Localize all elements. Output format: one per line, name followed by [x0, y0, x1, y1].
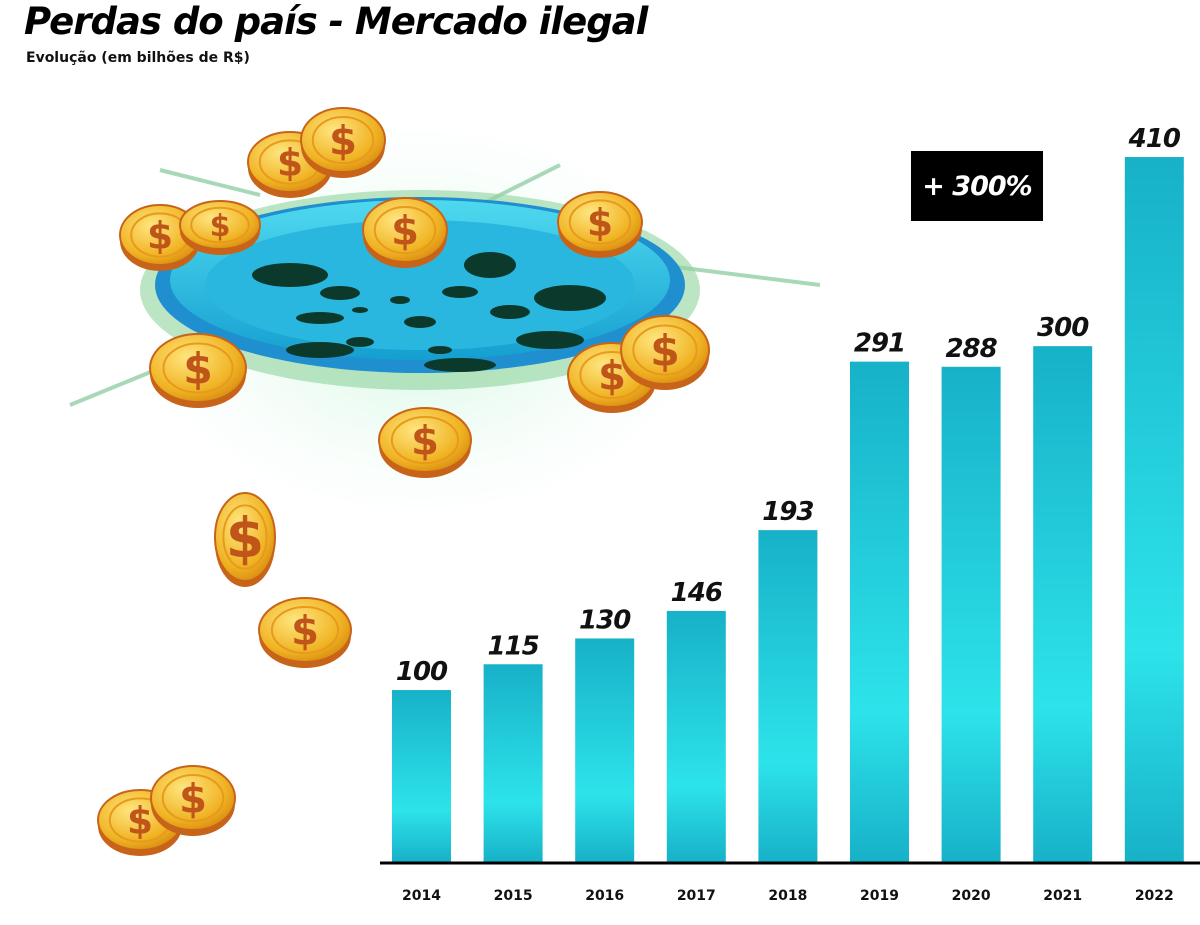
x-tick-label: 2018: [768, 888, 807, 904]
bar-2018: [758, 530, 818, 862]
data-label: 193: [762, 497, 813, 527]
svg-text:$: $: [277, 141, 303, 185]
x-tick-label: 2017: [677, 888, 716, 904]
data-label: 300: [1037, 313, 1089, 343]
bar-2014: [392, 690, 451, 862]
coin-icon: $: [258, 597, 352, 668]
data-label: 130: [579, 605, 631, 635]
data-label: 410: [1128, 124, 1181, 154]
svg-text:$: $: [650, 327, 680, 376]
data-label: 291: [854, 329, 905, 359]
bar-2016: [575, 638, 635, 862]
x-tick-label: 2021: [1043, 888, 1082, 904]
bar-2019: [850, 361, 909, 862]
svg-text:$: $: [183, 345, 213, 394]
coin-icon: $: [378, 407, 472, 478]
bar-2022: [1124, 157, 1184, 862]
drain-coins-illustration: $ $ $ $ $ $ $ $ $ $ $ $ $ $: [69, 90, 821, 856]
x-tick-label: 2014: [402, 888, 441, 904]
data-label: 146: [671, 578, 723, 608]
data-label: 115: [487, 631, 538, 661]
coin-icon: $: [149, 333, 247, 408]
x-tick-label: 2019: [860, 888, 899, 904]
svg-text:$: $: [226, 506, 264, 570]
svg-text:$: $: [411, 418, 439, 464]
coin-icon: $: [150, 765, 236, 836]
x-tick-label: 2015: [494, 888, 533, 904]
coin-icon: $: [214, 492, 276, 587]
bar-2020: [941, 366, 1001, 862]
bar-2015: [483, 664, 543, 862]
coin-icon: $: [97, 789, 183, 856]
svg-text:$: $: [587, 201, 613, 245]
coin-icon: $: [179, 200, 261, 255]
data-label: 100: [396, 657, 448, 687]
coin-icon: $: [362, 197, 448, 268]
coin-icon: $: [620, 315, 710, 390]
svg-text:$: $: [147, 214, 173, 258]
chart-title: Perdas do país - Mercado ilegal: [24, 0, 648, 43]
svg-text:$: $: [391, 208, 419, 254]
growth-badge: + 300%: [911, 151, 1043, 221]
coin-icon: $: [557, 191, 643, 258]
svg-text:$: $: [598, 353, 626, 399]
svg-text:$: $: [291, 608, 319, 654]
svg-text:$: $: [179, 776, 207, 822]
chart-subtitle: Evolução (em bilhões de R$): [26, 50, 250, 66]
svg-text:$: $: [329, 118, 357, 164]
x-tick-label: 2020: [952, 888, 991, 904]
svg-text:$: $: [127, 799, 153, 843]
x-tick-label: 2016: [585, 888, 624, 904]
coin-icon: $: [300, 107, 386, 178]
svg-text:$: $: [210, 209, 231, 244]
x-tick-label: 2022: [1135, 888, 1174, 904]
bar-2017: [666, 610, 726, 862]
data-label: 288: [945, 334, 997, 364]
bar-2021: [1033, 346, 1093, 862]
